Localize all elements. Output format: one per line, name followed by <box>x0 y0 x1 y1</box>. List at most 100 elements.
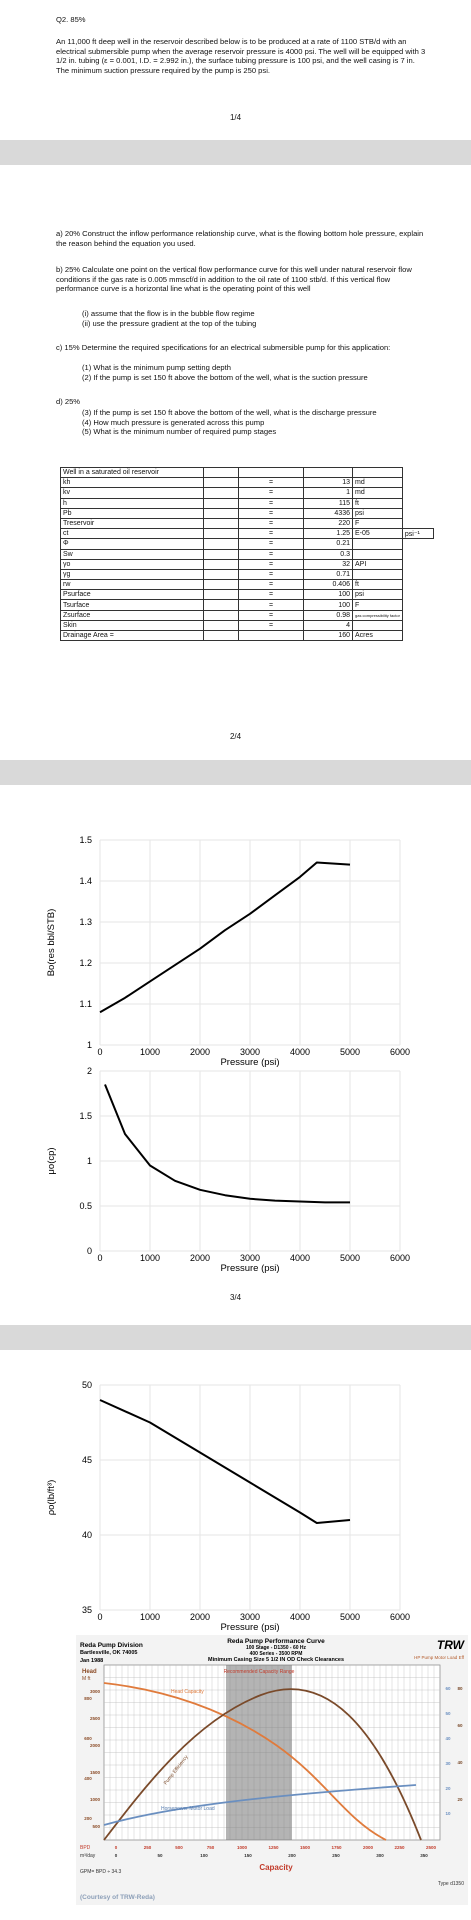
prop-unit: ft <box>352 579 403 591</box>
prop-label: Tsurface <box>60 599 204 611</box>
prop-value: 115 <box>303 497 353 509</box>
prop-value: 100 <box>303 599 353 611</box>
prop-unit: E-05 <box>352 528 403 540</box>
page-2: a) 20% Construct the inflow performance … <box>0 165 471 760</box>
prop-extra <box>402 498 433 508</box>
prop-value: 0.98 <box>303 609 353 621</box>
page-1: Q2. 85% An 11,000 ft deep well in the re… <box>0 0 471 140</box>
prop-value: 1 <box>303 487 353 499</box>
type-label: Type d1350 <box>438 1881 464 1887</box>
y-tick-label: 0 <box>87 1246 92 1256</box>
tick-label: 400 <box>84 1776 92 1781</box>
tick-label: 500 <box>175 1845 183 1850</box>
tick-label: 0 <box>115 1845 118 1850</box>
table-row: Sw = 0.3 <box>60 548 434 560</box>
x-tick-label: 0 <box>97 1253 102 1263</box>
prop-equals: = <box>238 548 304 560</box>
prop-value: 4 <box>303 619 353 632</box>
x-axis-label: Pressure (psi) <box>220 1622 279 1633</box>
tick-label: 40 <box>445 1736 451 1741</box>
prop-value: 0.71 <box>303 568 353 581</box>
y-tick-label: 1.5 <box>79 1111 92 1121</box>
prop-label: Psurface <box>60 589 204 601</box>
table-row: Φ = 0.21 <box>60 538 434 550</box>
tick-label: 30 <box>445 1761 451 1766</box>
y-axis-label: Bo(res bbl/STB) <box>46 909 57 977</box>
reda-sub1: 100 Stage - D1350 - 60 Hz <box>246 1645 307 1651</box>
gpm-label: GPM= BPD ÷ 34.3 <box>80 1869 121 1875</box>
tick-label: 1500 <box>300 1845 311 1850</box>
tick-label: 600 <box>84 1736 92 1741</box>
table-row: Treservoir = 220 F <box>60 517 434 530</box>
tick-label: 2250 <box>394 1845 405 1850</box>
table-row: rw = 0.406 ft <box>60 579 434 591</box>
x-tick-label: 1000 <box>140 1253 160 1263</box>
prop-value: 4336 <box>303 507 353 519</box>
x-tick-label: 3000 <box>240 1612 260 1622</box>
x-tick-label: 4000 <box>290 1047 310 1057</box>
tick-label: 1000 <box>90 1797 101 1802</box>
list-item: (ii) use the pressure gradient at the to… <box>82 318 257 328</box>
motor-load-curve <box>103 1784 417 1826</box>
reda-title: Reda Pump Performance Curve <box>227 1638 325 1645</box>
y-axis-label: μo(cp) <box>46 1147 57 1174</box>
prop-value: 32 <box>303 558 353 570</box>
y-tick-label: 1 <box>87 1156 92 1166</box>
bpd-label: BPD <box>80 1845 91 1851</box>
prop-value: 0.21 <box>303 538 353 550</box>
prop-equals: = <box>238 579 304 591</box>
reda-company: Reda Pump Division <box>80 1642 143 1649</box>
x-tick-label: 4000 <box>290 1612 310 1622</box>
prop-unit <box>352 548 403 560</box>
pump-curve-svg: Reda Pump Division Bartlesville, OK 7400… <box>80 1638 466 1901</box>
prop-unit: Acres <box>352 629 403 642</box>
tick-label: 2000 <box>90 1743 101 1748</box>
prop-extra <box>402 508 433 518</box>
list-item: (5) What is the minimum number of requir… <box>82 427 277 437</box>
tick-label: 250 <box>144 1845 152 1850</box>
m3-label: m³/day <box>80 1853 96 1859</box>
prop-equals: = <box>238 507 304 519</box>
y-tick-label: 1.3 <box>79 917 92 927</box>
prop-equals <box>238 629 304 642</box>
tick-label: 60 <box>445 1686 451 1691</box>
efficiency-curve <box>103 1688 422 1841</box>
prop-unit: ft <box>352 497 403 509</box>
table-row: Psurface = 100 psi <box>60 589 434 601</box>
tick-label: 200 <box>84 1816 92 1821</box>
y-tick-label: 0.5 <box>79 1201 92 1211</box>
prop-unit: md <box>352 477 403 489</box>
prop-label: kv <box>60 487 204 499</box>
tick-label: 350 <box>420 1853 428 1858</box>
tick-label: 80 <box>457 1686 463 1691</box>
prop-label: kh <box>60 477 204 489</box>
tick-label: 20 <box>445 1786 451 1791</box>
pump-performance-curve: Reda Pump Division Bartlesville, OK 7400… <box>76 1635 468 1905</box>
table-title: Well in a saturated oil reservoir <box>60 466 204 479</box>
prop-value: 0.3 <box>303 548 353 560</box>
x-tick-label: 3000 <box>240 1047 260 1057</box>
tick-label: 20 <box>457 1797 463 1802</box>
page-number: 2/4 <box>229 732 242 741</box>
y-tick-label: 1 <box>87 1040 92 1050</box>
prop-equals: = <box>238 619 304 632</box>
tick-label: 50 <box>157 1853 163 1858</box>
tick-label: 1500 <box>90 1770 101 1775</box>
tick-label: 2000 <box>363 1845 374 1850</box>
prop-value: 13 <box>303 477 353 489</box>
prop-extra <box>402 631 433 641</box>
tick-label: 100 <box>200 1853 208 1858</box>
page-3: 1 1.1 1.2 1.3 1.4 1.5 0 1000 2000 3000 4000 5000 600… <box>0 785 471 1325</box>
bo-chart: 1 1.1 1.2 1.3 1.4 1.5 0 1000 2000 3000 4000 5000 600… <box>40 805 420 1070</box>
y-tick-label: 1.5 <box>79 835 92 845</box>
prop-equals: = <box>238 487 304 499</box>
x-tick-label: 5000 <box>340 1612 360 1622</box>
x-axis-label: Pressure (psi) <box>220 1263 279 1273</box>
list-item: (3) If the pump is set 150 ft above the … <box>82 408 377 417</box>
prop-equals: = <box>238 477 304 489</box>
reda-sub2: 400 Series - 3500 RPM <box>250 1651 303 1657</box>
density-chart: 35 40 45 50 0 1000 2000 3000 4000 5000 6000 Pressur… <box>40 1370 420 1635</box>
prop-extra <box>402 518 433 528</box>
reservoir-properties-table: Well in a saturated oil reservoir kh = 13 m… <box>60 466 434 642</box>
prop-equals: = <box>238 609 304 621</box>
